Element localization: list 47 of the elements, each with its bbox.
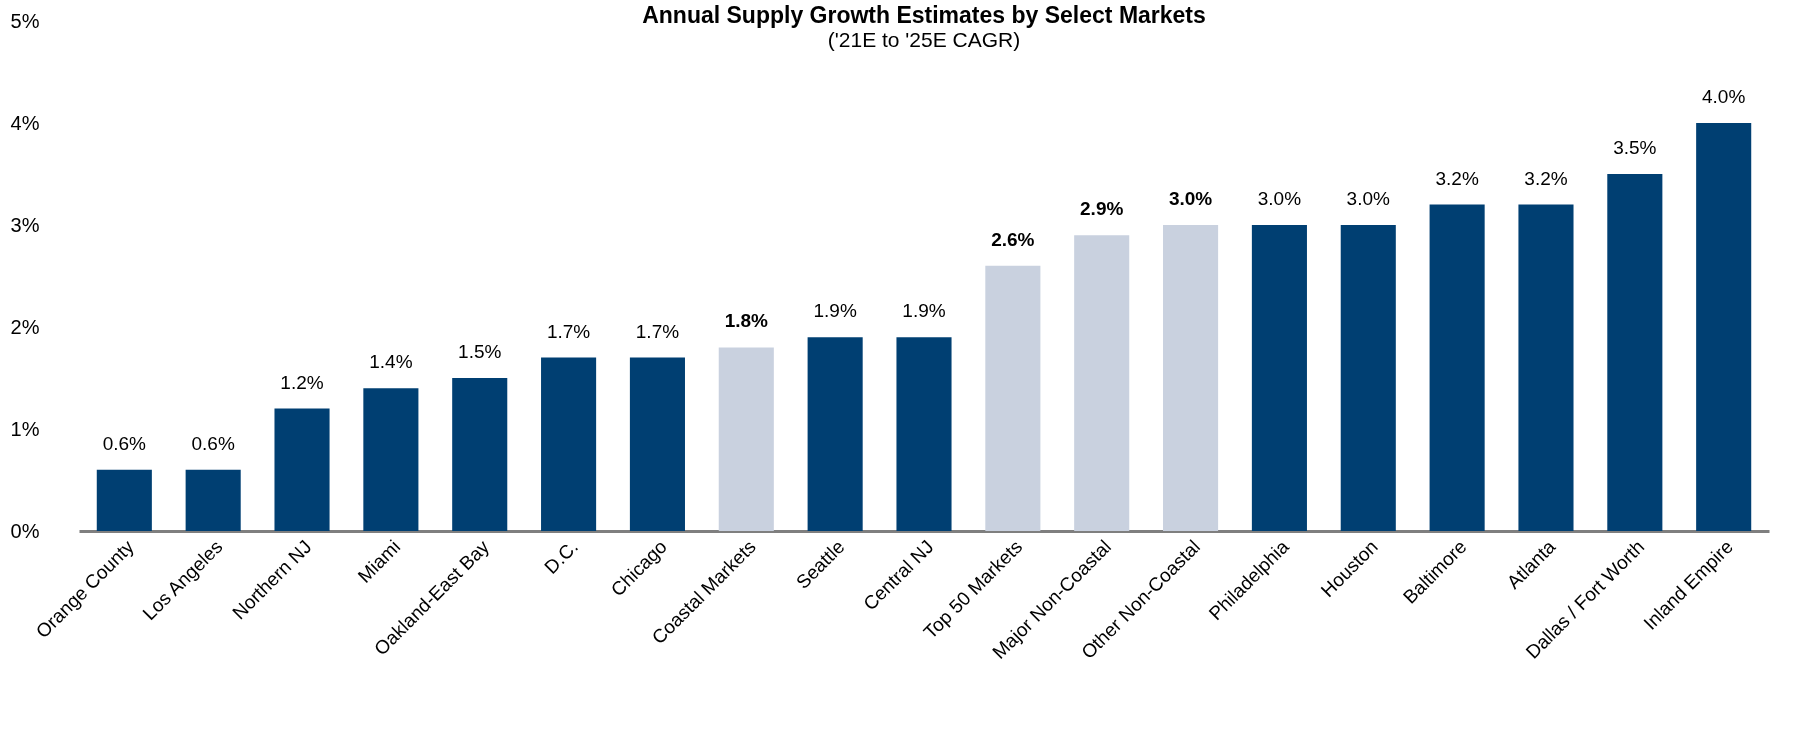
bar xyxy=(1163,225,1219,531)
data-label: 2.6% xyxy=(991,228,1035,250)
x-tick-label: D.C. xyxy=(540,536,583,578)
bar xyxy=(452,378,508,531)
bar xyxy=(1251,225,1307,531)
data-label: 1.5% xyxy=(458,341,502,362)
y-tick-label: 4% xyxy=(10,111,40,134)
bar xyxy=(274,408,330,531)
data-label: 3.0% xyxy=(1168,188,1213,209)
data-label: 4.0% xyxy=(1702,86,1746,107)
bar xyxy=(807,337,863,531)
bar xyxy=(718,347,774,531)
bar xyxy=(985,265,1041,531)
y-tick-label: 0% xyxy=(10,519,40,542)
data-label: 1.9% xyxy=(813,300,857,322)
data-label: 0.6% xyxy=(191,432,235,454)
data-label: 1.2% xyxy=(280,371,324,393)
data-label: 1.9% xyxy=(902,300,946,322)
data-label: 3.5% xyxy=(1613,137,1657,158)
bar xyxy=(1429,204,1485,531)
data-label: 1.7% xyxy=(546,320,591,342)
bar xyxy=(1340,225,1396,531)
bar xyxy=(363,388,419,531)
bar xyxy=(185,469,241,531)
data-label: 0.6% xyxy=(102,432,147,454)
bar xyxy=(896,337,952,531)
bar xyxy=(1518,204,1574,531)
bar xyxy=(1607,174,1663,531)
data-label: 1.8% xyxy=(724,310,769,332)
bar xyxy=(1696,123,1752,531)
data-label: 3.0% xyxy=(1257,188,1302,209)
y-tick-label: 2% xyxy=(10,315,40,338)
data-label: 1.4% xyxy=(369,351,413,373)
data-label: 2.9% xyxy=(1080,198,1124,220)
y-tick-label: 5% xyxy=(10,9,40,32)
bar xyxy=(96,469,152,531)
bar xyxy=(1074,235,1130,531)
chart-title: Annual Supply Growth Estimates by Select Markets xyxy=(642,2,1206,28)
y-tick-label: 3% xyxy=(10,213,40,236)
chart-subtitle: ('21E to '25E CAGR) xyxy=(827,28,1021,51)
bar xyxy=(541,357,597,531)
y-tick-label: 1% xyxy=(10,417,40,440)
data-label: 3.0% xyxy=(1346,188,1391,209)
bar xyxy=(629,357,685,531)
data-label: 3.2% xyxy=(1524,167,1568,189)
data-label: 1.7% xyxy=(635,320,680,342)
data-label: 3.2% xyxy=(1435,167,1479,189)
